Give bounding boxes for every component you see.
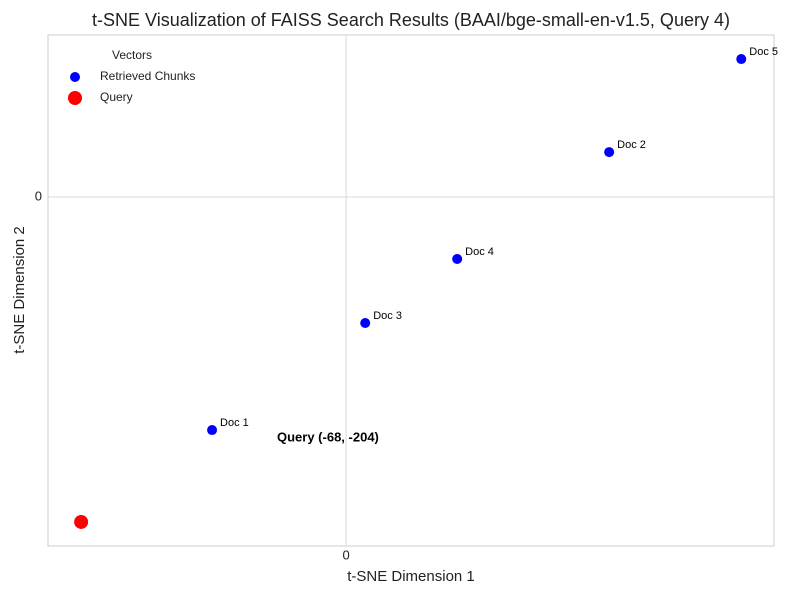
point <box>74 514 89 529</box>
grid: 00 <box>35 35 774 562</box>
point-label: Doc 1 <box>220 417 249 429</box>
legend-marker <box>68 91 82 105</box>
point-label: Doc 3 <box>373 310 402 322</box>
point-label: Doc 4 <box>465 246 494 258</box>
legend-title: Vectors <box>112 48 152 62</box>
plot-frame <box>47 34 775 547</box>
chart-title: t-SNE Visualization of FAISS Search Resu… <box>92 10 730 30</box>
legend-marker <box>70 72 80 82</box>
x-tick-label: 0 <box>342 547 349 562</box>
point <box>452 253 463 264</box>
point-label: Doc 5 <box>749 46 778 58</box>
point <box>736 54 747 65</box>
annotation: Query (-68, -204) <box>277 429 379 444</box>
y-axis-label: t-SNE Dimension 2 <box>11 226 28 354</box>
legend: Vectors Retrieved Chunks Query <box>68 48 195 105</box>
x-axis-label: t-SNE Dimension 1 <box>347 568 475 585</box>
point <box>604 147 615 158</box>
point-label: Doc 2 <box>617 139 646 151</box>
y-tick-label: 0 <box>35 188 42 203</box>
point <box>207 425 218 436</box>
marks: Doc 1 Doc 2 Doc 3 Doc 4 Doc 5 <box>74 46 778 529</box>
legend-label: Retrieved Chunks <box>100 69 195 83</box>
legend-label: Query <box>100 90 133 104</box>
point <box>360 317 371 328</box>
